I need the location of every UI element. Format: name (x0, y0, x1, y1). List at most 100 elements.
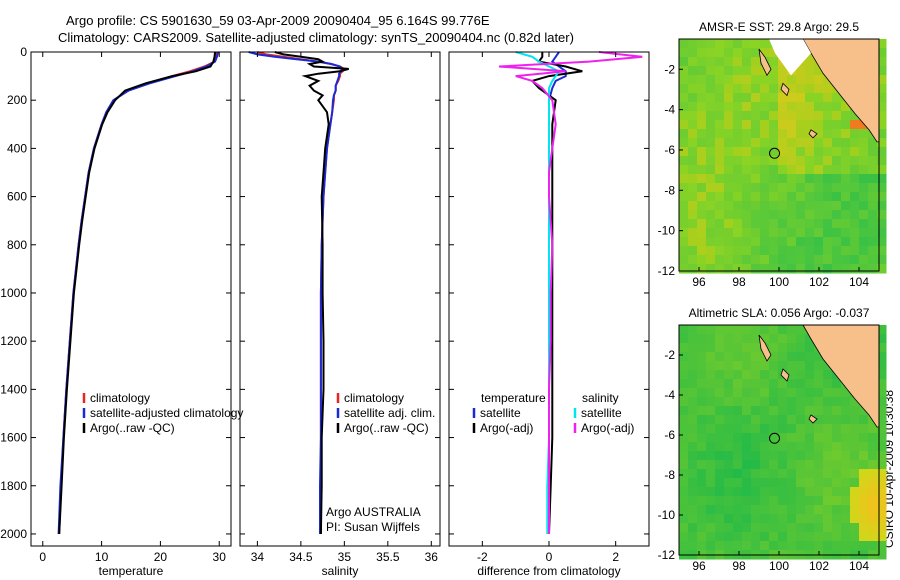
sst-map-cell (877, 57, 887, 67)
sst-map-cell (868, 255, 878, 265)
sla-map-cell (706, 487, 716, 497)
sla-map-cell (823, 415, 833, 425)
sst-map-cell (733, 147, 743, 157)
sla-map-cell (724, 415, 734, 425)
sst-map-cell (697, 264, 707, 274)
sla-map-cell (868, 424, 878, 434)
sla-map-cell (859, 505, 869, 515)
sst-map-cell (859, 201, 869, 211)
salinity-series-1 (248, 51, 343, 534)
sla-map-cell (706, 397, 716, 407)
sla-map-cell (733, 460, 743, 470)
sst-map-cell (823, 255, 833, 265)
temperature-series-2 (58, 51, 217, 535)
sla-map-cell (751, 361, 761, 371)
sst-map-ytick-label: -6 (664, 143, 675, 157)
sla-map-cell (778, 334, 788, 344)
sst-map-cell (724, 210, 734, 220)
sst-map-cell (688, 111, 698, 121)
sla-map-cell (814, 397, 824, 407)
sla-map-cell (787, 325, 797, 335)
sst-map-cell (715, 219, 725, 229)
sla-map-cell (706, 406, 716, 416)
sst-map-cell (688, 102, 698, 112)
sla-map-cell (832, 406, 842, 416)
sla-map-cell (769, 415, 779, 425)
sst-map-cell (742, 201, 752, 211)
sst-map-cell (868, 165, 878, 175)
sla-map-cell (859, 415, 869, 425)
sla-map-cell (841, 541, 851, 551)
sst-map-cell (877, 264, 887, 274)
sla-map-cell (787, 370, 797, 380)
sla-map-cell (751, 406, 761, 416)
sst-map-cell (688, 219, 698, 229)
sst-map-cell (868, 138, 878, 148)
sst-map-cell (823, 246, 833, 256)
sla-map-ytick-label: -2 (664, 348, 675, 362)
sla-map-cell (742, 397, 752, 407)
sla-map-cell (805, 487, 815, 497)
sla-map-cell (814, 388, 824, 398)
sst-map-cell (751, 246, 761, 256)
sla-map-cell (715, 406, 725, 416)
sst-map-cell (877, 183, 887, 193)
sla-map-cell (850, 541, 860, 551)
sla-map-cell (688, 334, 698, 344)
sst-map-cell (715, 201, 725, 211)
sst-map-cell (859, 192, 869, 202)
sla-map-cell (868, 514, 878, 524)
sst-map-ytick-label: -10 (658, 224, 676, 238)
sst-map-cell (814, 156, 824, 166)
sla-map-cell (679, 379, 689, 389)
sst-map-cell (760, 264, 770, 274)
sla-map-cell (751, 496, 761, 506)
sst-map-xtick-label: 96 (692, 275, 706, 289)
sst-map-cell (697, 57, 707, 67)
sla-map-cell (697, 523, 707, 533)
sla-map-cell (760, 415, 770, 425)
sst-map-cell (679, 174, 689, 184)
sla-map-cell (859, 478, 869, 488)
sla-map-cell (805, 496, 815, 506)
sla-map-cell (751, 460, 761, 470)
sla-map-cell (823, 505, 833, 515)
sst-map-cell (724, 84, 734, 94)
sst-map-cell (778, 93, 788, 103)
sst-map-cell (679, 120, 689, 130)
sla-map-cell (760, 334, 770, 344)
sst-map-cell (733, 228, 743, 238)
sst-map-cell (859, 246, 869, 256)
sla-map-cell (850, 478, 860, 488)
sst-map-argo-location-marker (769, 147, 781, 159)
sla-map-cell (733, 478, 743, 488)
sst-map-cell (688, 147, 698, 157)
sst-map-cell (769, 192, 779, 202)
sla-map-cell (787, 451, 797, 461)
sla-map-cell (832, 523, 842, 533)
sst-map-cell (715, 48, 725, 58)
sla-map-cell (715, 433, 725, 443)
sla-map-cell (841, 406, 851, 416)
sst-map-cell (778, 156, 788, 166)
sla-map-cell (679, 433, 689, 443)
sla-map-cell (742, 379, 752, 389)
sst-map-cell (760, 165, 770, 175)
sst-map-cell (769, 174, 779, 184)
sla-map-cell (715, 379, 725, 389)
sst-map-cell (679, 138, 689, 148)
sst-map-cell (706, 147, 716, 157)
sst-map-cell (706, 102, 716, 112)
sla-map-cell (796, 397, 806, 407)
sla-map-cell (868, 496, 878, 506)
sst-map-cell (832, 111, 842, 121)
sst-map-cell (805, 174, 815, 184)
sla-map-cell (877, 424, 887, 434)
sla-map-cell (787, 433, 797, 443)
sst-map-cell (850, 174, 860, 184)
sst-map-cell (823, 183, 833, 193)
sst-map-cell (733, 192, 743, 202)
sst-map-cell (688, 192, 698, 202)
sst-map-cell (733, 246, 743, 256)
sst-map-cell (724, 57, 734, 67)
